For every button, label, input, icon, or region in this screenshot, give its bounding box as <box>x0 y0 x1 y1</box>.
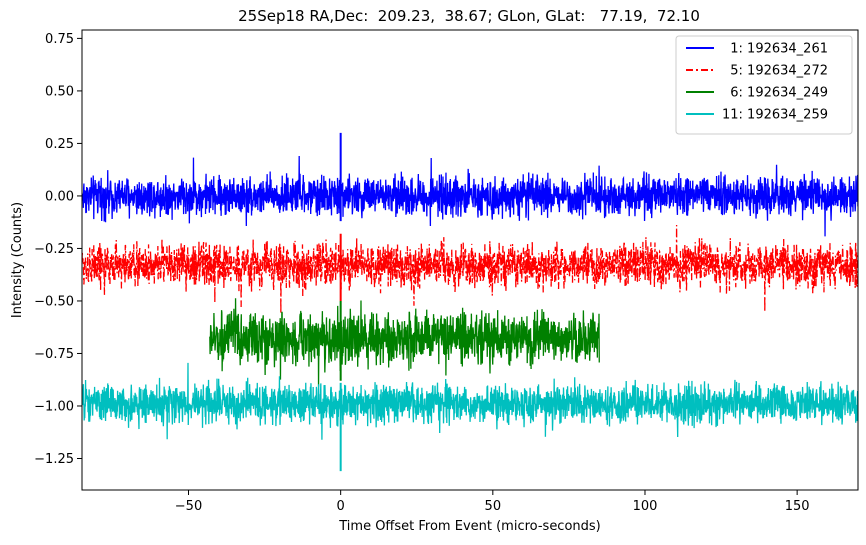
series-line-3 <box>209 298 600 387</box>
y-axis-label: Intensity (Counts) <box>10 202 25 318</box>
y-tick-label: 0.25 <box>45 137 74 152</box>
y-tick-label: 0.50 <box>45 84 74 99</box>
y-tick-label: −0.75 <box>34 347 74 362</box>
y-tick-label: 0.00 <box>45 189 74 204</box>
chart-title: 25Sep18 RA,Dec: 209.23, 38.67; GLon, GLa… <box>238 7 700 25</box>
y-tick-label: 0.75 <box>45 32 74 47</box>
legend-label: 6: 192634_249 <box>722 86 828 101</box>
series-layer <box>82 132 858 472</box>
y-tick-label: −0.50 <box>34 294 74 309</box>
series-line-4 <box>82 362 858 440</box>
legend-box <box>675 35 853 135</box>
series-line-1 <box>82 156 858 237</box>
x-tick-label: 100 <box>633 499 658 514</box>
y-tick-label: −1.00 <box>34 399 74 414</box>
legend: 1: 192634_261 5: 192634_272 6: 192634_24… <box>675 35 853 135</box>
axes-layer: −50 0 50 100 150 −1.25 −1.00 −0.75 −0.50 −0.25 0.0… <box>34 32 809 514</box>
x-tick-label: 150 <box>785 499 810 514</box>
y-tick-label: −1.25 <box>34 452 74 467</box>
legend-label: 11: 192634_259 <box>722 108 828 123</box>
legend-label: 1: 192634_261 <box>722 42 828 57</box>
x-tick-label: 0 <box>337 499 345 514</box>
series-line-2 <box>82 225 858 314</box>
x-axis-label: Time Offset From Event (micro-seconds) <box>338 519 601 534</box>
y-tick-label: −0.25 <box>34 242 74 257</box>
legend-label: 5: 192634_272 <box>722 64 828 79</box>
x-tick-label: 50 <box>485 499 502 514</box>
plot-frame <box>81 29 859 491</box>
x-tick-label: −50 <box>175 499 202 514</box>
